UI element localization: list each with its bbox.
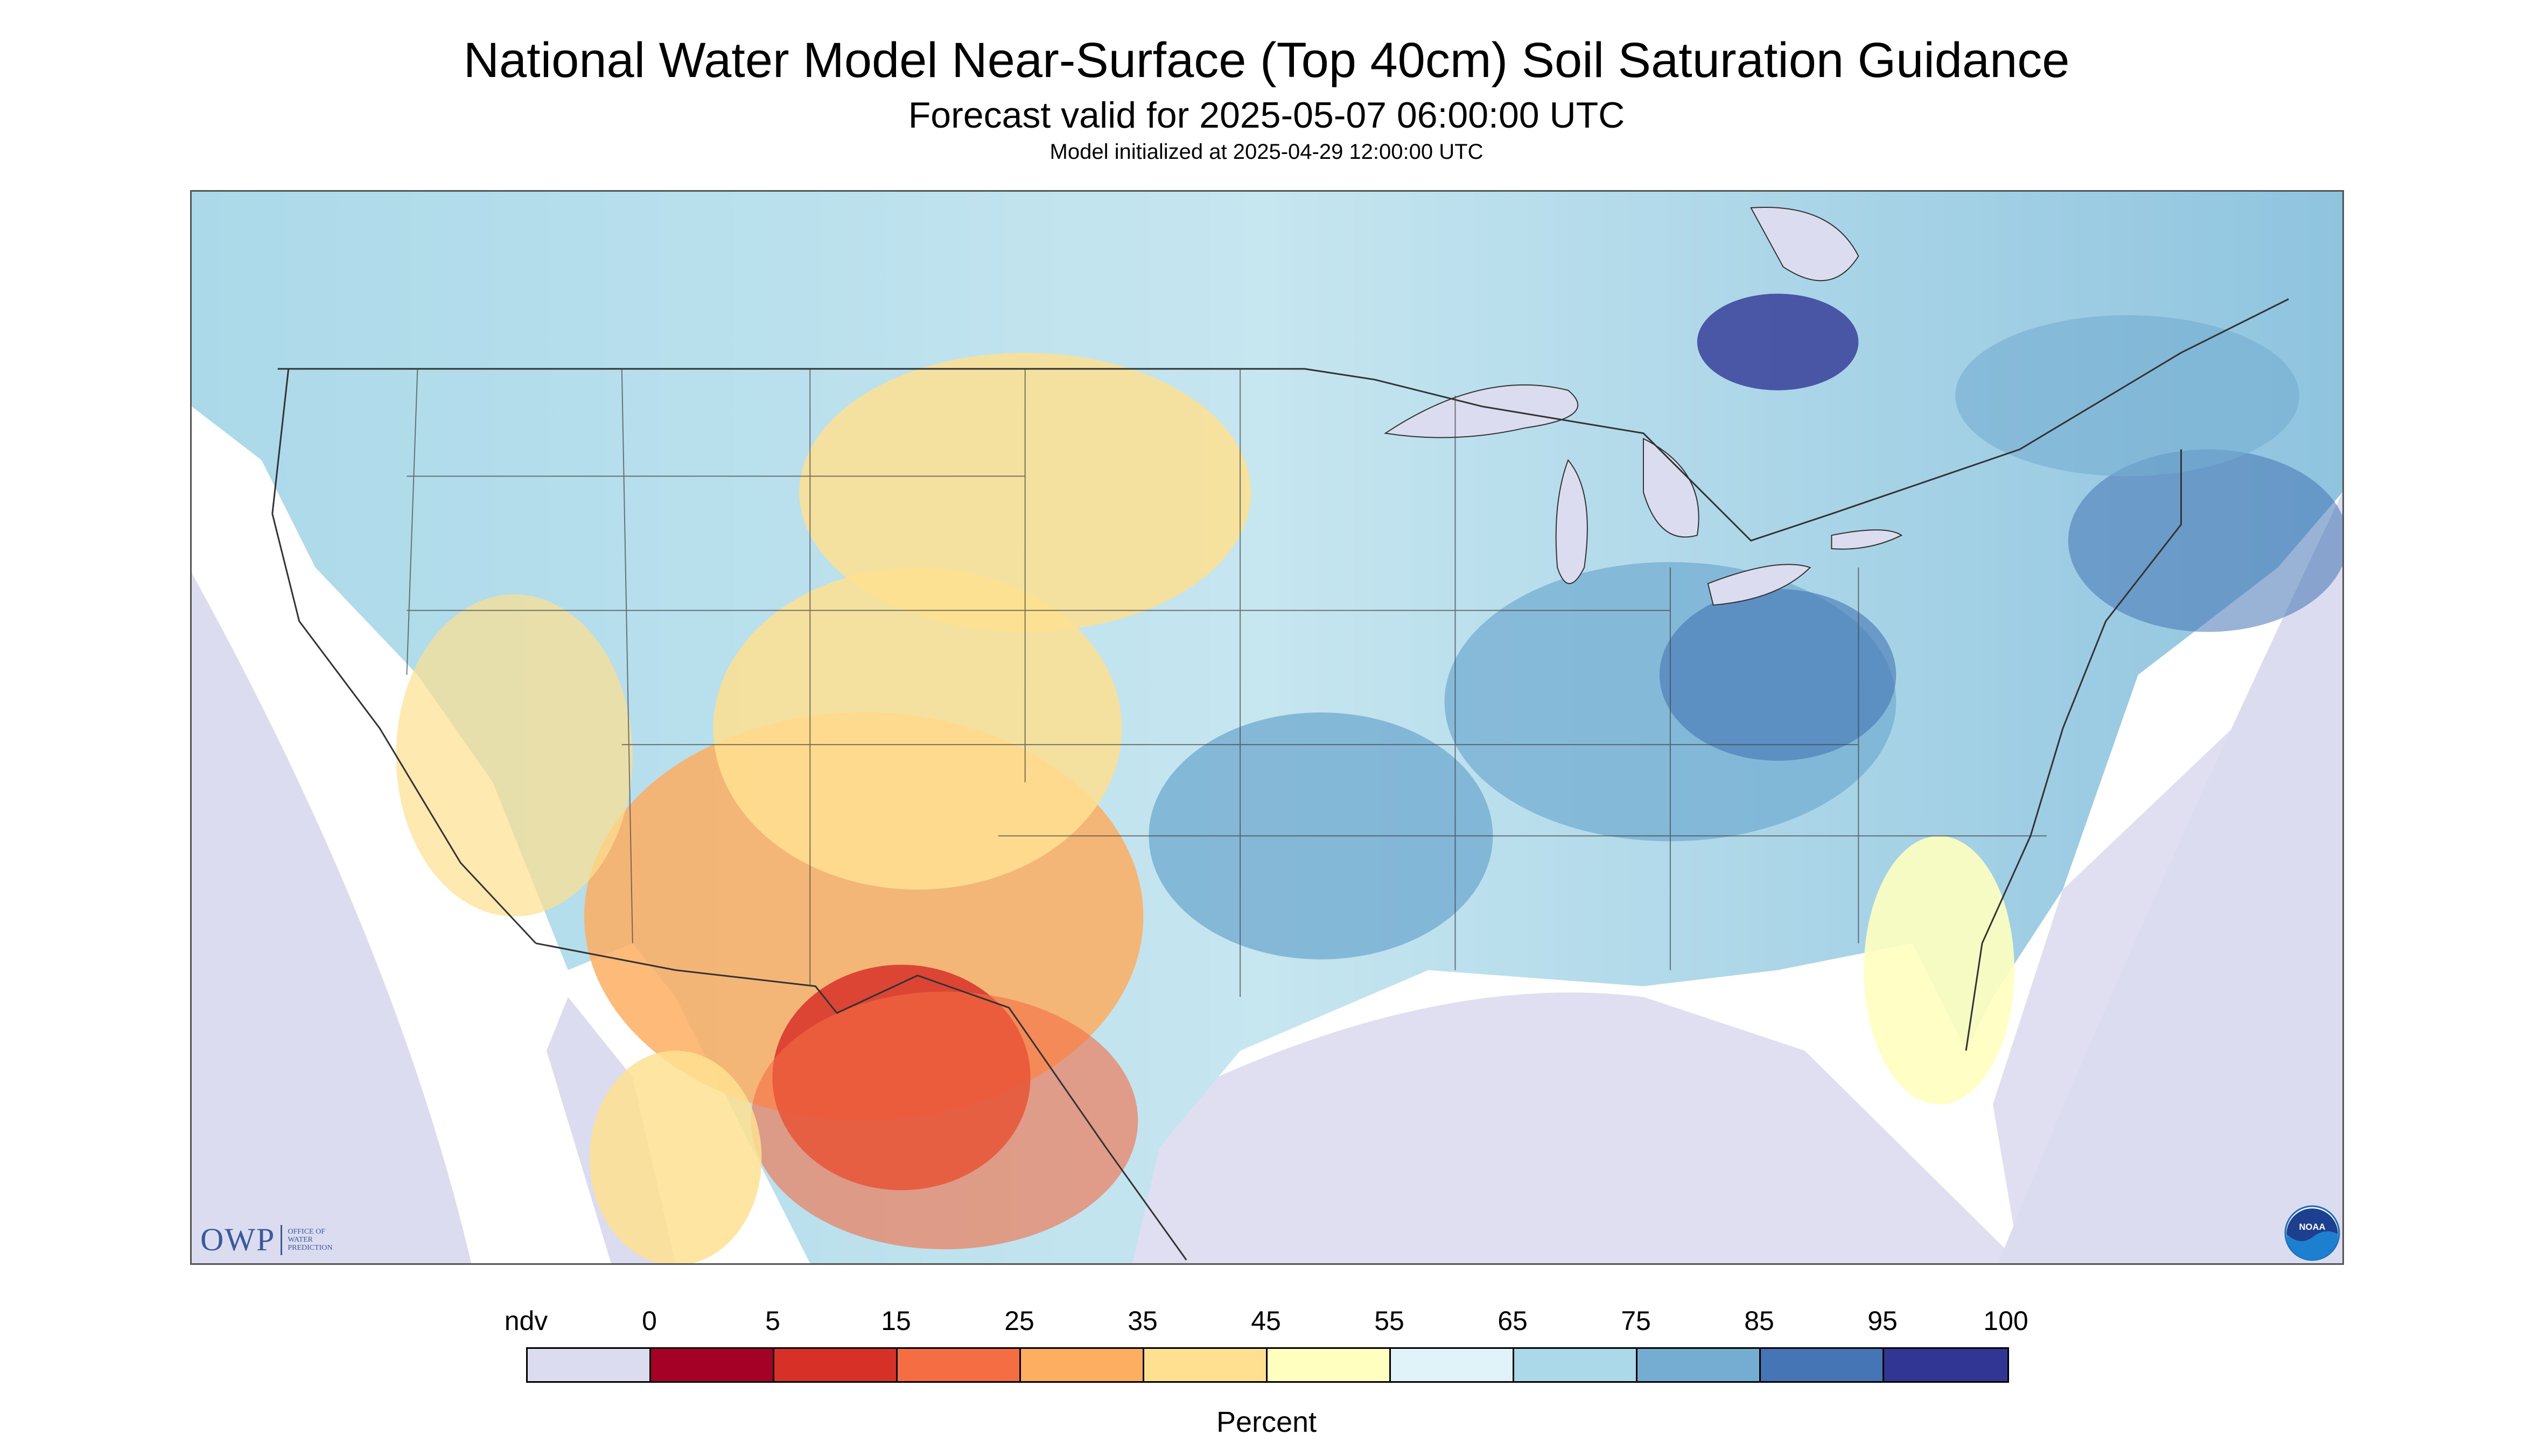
legend-color-cell [1021, 1349, 1144, 1381]
canada-border [277, 298, 2289, 542]
legend-tick-45: 45 [1251, 1306, 1281, 1336]
dry-region-rockies [713, 567, 1122, 890]
legend-tick-ndv: ndv [504, 1306, 548, 1336]
atlantic-ocean [1992, 567, 2342, 1263]
lake-ontario [1831, 529, 1903, 550]
legend-tick-55: 55 [1374, 1306, 1404, 1336]
legend-color-cell [651, 1349, 774, 1381]
legend-color-cell [1884, 1349, 2007, 1381]
owp-logo-line-3: Prediction [288, 1244, 333, 1252]
owp-logo-line-1: Office of [288, 1228, 325, 1236]
mexico-border [535, 942, 1187, 1261]
wet-region-northeast [1955, 315, 2300, 477]
dry-region-mexico-rim [751, 991, 1138, 1250]
legend-units-label: Percent [1216, 1406, 1317, 1438]
legend-tick-35: 35 [1128, 1306, 1158, 1336]
soil-saturation-map[interactable] [192, 192, 2342, 1263]
legend-tick-0: 0 [642, 1306, 657, 1336]
dry-region-california [396, 594, 633, 916]
lake-huron [1642, 438, 1699, 538]
dry-region-southeast [1864, 836, 2014, 1104]
lake-erie [1707, 564, 1811, 606]
legend-color-cell [1638, 1349, 1761, 1381]
legend-tick-15: 15 [881, 1306, 911, 1336]
model-init-time: Model initialized at 2025-04-29 12:00:00… [1049, 140, 1484, 164]
lake-michigan [1555, 459, 1588, 584]
legend-color-cell [1391, 1349, 1514, 1381]
noaa-logo-text: NOAA [2299, 1222, 2326, 1232]
wet-region-hudson [1697, 293, 1859, 390]
map-panel[interactable] [190, 190, 2344, 1265]
legend-color-cell [1514, 1349, 1638, 1381]
legend-tick-5: 5 [765, 1306, 780, 1336]
map-title: National Water Model Near-Surface (Top 4… [463, 33, 2070, 88]
owp-logo: OWP Office of Water Prediction [200, 1221, 333, 1258]
noaa-logo-icon: NOAA [2284, 1205, 2340, 1261]
owp-logo-divider [281, 1224, 283, 1255]
legend-tick-100: 100 [1983, 1306, 2028, 1336]
legend-color-cell [1268, 1349, 1391, 1381]
forecast-valid-time: Forecast valid for 2025-05-07 06:00:00 U… [908, 95, 1625, 136]
legend-color-cell [1761, 1349, 1884, 1381]
west-coast [271, 368, 537, 944]
ndv-area-west [192, 572, 472, 1263]
state-boundaries [406, 368, 2047, 997]
legend-tick-95: 95 [1867, 1306, 1898, 1336]
owp-logo-line-2: Water [288, 1236, 313, 1244]
owp-logo-mark: OWP [200, 1222, 276, 1257]
owp-logo-text: Office of Water Prediction [288, 1228, 332, 1252]
gulf-ocean [1132, 992, 2020, 1263]
wet-region-ohio-valley [1659, 589, 1897, 761]
wet-region-canada-east [2068, 449, 2342, 632]
legend-tick-65: 65 [1498, 1306, 1528, 1336]
legend-tick-25: 25 [1004, 1306, 1034, 1336]
legend-tick-85: 85 [1744, 1306, 1774, 1336]
dry-region-baja [589, 1051, 762, 1263]
hudson-bay-south [1750, 207, 1859, 282]
legend-color-cell [898, 1349, 1021, 1381]
legend-color-bar [526, 1347, 2009, 1383]
legend-tick-75: 75 [1621, 1306, 1651, 1336]
legend-color-cell [528, 1349, 651, 1381]
legend-color-cell [1144, 1349, 1268, 1381]
legend-color-cell [774, 1349, 898, 1381]
east-coast [1965, 449, 2182, 1051]
